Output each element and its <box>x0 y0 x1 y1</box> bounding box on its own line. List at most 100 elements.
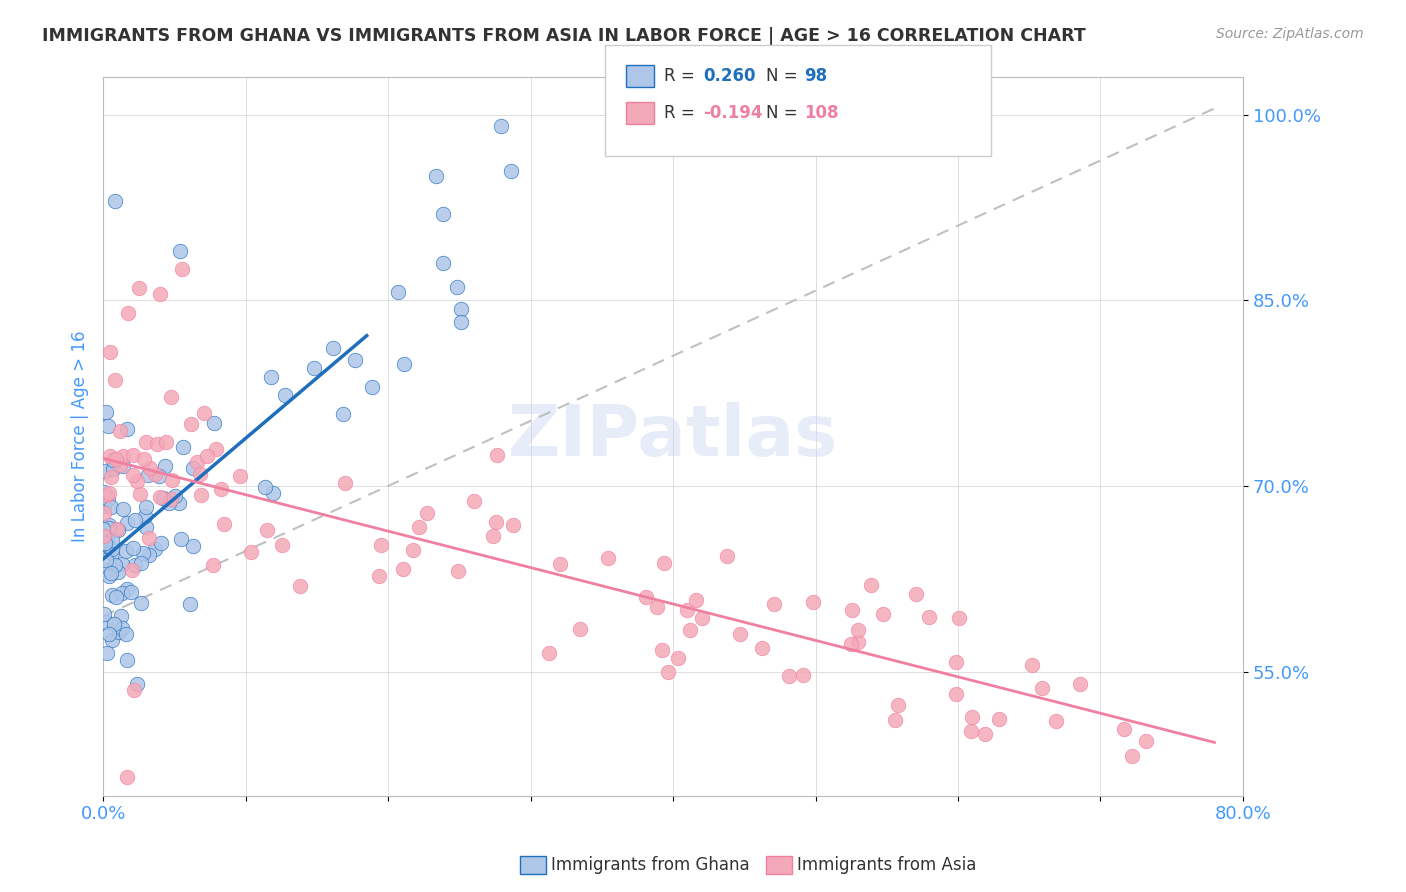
Point <box>103 617 125 632</box>
Point <box>94 405 117 419</box>
Point <box>169 244 191 258</box>
Point <box>499 164 522 178</box>
Point <box>96 563 118 577</box>
Point <box>94 615 117 629</box>
Point <box>143 467 166 481</box>
Text: Immigrants from Asia: Immigrants from Asia <box>797 856 977 874</box>
Point <box>180 417 202 431</box>
Point <box>253 480 276 494</box>
Point <box>485 515 508 529</box>
Point <box>104 372 127 386</box>
Point <box>859 578 882 592</box>
Text: R =: R = <box>664 104 700 122</box>
Point <box>160 390 183 404</box>
Point <box>229 469 252 483</box>
Point <box>121 564 143 578</box>
Point <box>110 608 132 623</box>
Point <box>763 597 786 611</box>
Point <box>101 588 124 602</box>
Point <box>117 306 139 320</box>
Point <box>104 451 127 466</box>
Point <box>262 485 284 500</box>
Point <box>918 609 941 624</box>
Point <box>97 491 120 506</box>
Point <box>360 379 382 393</box>
Point <box>1114 722 1136 736</box>
Y-axis label: In Labor Force | Age > 16: In Labor Force | Age > 16 <box>72 331 89 542</box>
Point <box>107 624 129 639</box>
Point <box>685 593 707 607</box>
Point <box>112 502 135 516</box>
Point <box>97 539 120 553</box>
Point <box>387 285 409 299</box>
Point <box>124 513 146 527</box>
Point <box>960 710 983 724</box>
Point <box>905 587 928 601</box>
Point <box>839 637 862 651</box>
Point <box>425 169 447 183</box>
Point <box>450 301 472 316</box>
Point <box>195 449 218 463</box>
Point <box>117 770 139 784</box>
Point <box>569 622 592 636</box>
Point <box>155 434 177 449</box>
Point <box>93 464 115 478</box>
Point <box>93 506 115 520</box>
Point <box>1069 677 1091 691</box>
Point <box>93 529 115 543</box>
Point <box>651 643 673 657</box>
Point <box>122 448 145 462</box>
Point <box>884 713 907 727</box>
Text: -0.194: -0.194 <box>703 104 762 122</box>
Point <box>240 545 263 559</box>
Point <box>96 646 118 660</box>
Point <box>94 536 117 550</box>
Point <box>157 496 180 510</box>
Point <box>678 624 700 638</box>
Point <box>107 524 129 538</box>
Point <box>537 646 560 660</box>
Point <box>973 727 995 741</box>
Point <box>104 558 127 572</box>
Point <box>201 558 224 572</box>
Point <box>652 557 675 571</box>
Point <box>645 599 668 614</box>
Point <box>93 607 115 621</box>
Point <box>94 537 117 551</box>
Point <box>93 528 115 542</box>
Point <box>100 469 122 483</box>
Point <box>97 521 120 535</box>
Point <box>105 522 128 536</box>
Point <box>135 434 157 449</box>
Point <box>98 345 121 359</box>
Point <box>172 262 194 277</box>
Point <box>332 407 354 421</box>
Point <box>193 406 215 420</box>
Point <box>716 549 738 564</box>
Point <box>172 440 194 454</box>
Point <box>1135 734 1157 748</box>
Point <box>97 419 120 434</box>
Point <box>463 494 485 508</box>
Point <box>432 207 454 221</box>
Point <box>128 281 150 295</box>
Point <box>145 437 167 451</box>
Point <box>110 425 132 439</box>
Point <box>803 595 825 609</box>
Text: 0.260: 0.260 <box>703 67 755 85</box>
Point <box>135 500 157 515</box>
Point <box>127 474 149 488</box>
Point <box>322 341 344 355</box>
Text: Source: ZipAtlas.com: Source: ZipAtlas.com <box>1216 27 1364 41</box>
Point <box>1021 657 1043 672</box>
Text: ZIPatlas: ZIPatlas <box>508 402 838 471</box>
Point <box>125 677 148 691</box>
Point <box>160 492 183 507</box>
Point <box>96 553 118 567</box>
Point <box>1121 749 1143 764</box>
Point <box>107 565 129 579</box>
Point <box>392 357 415 371</box>
Point <box>120 584 142 599</box>
Point <box>344 352 367 367</box>
Point <box>676 603 699 617</box>
